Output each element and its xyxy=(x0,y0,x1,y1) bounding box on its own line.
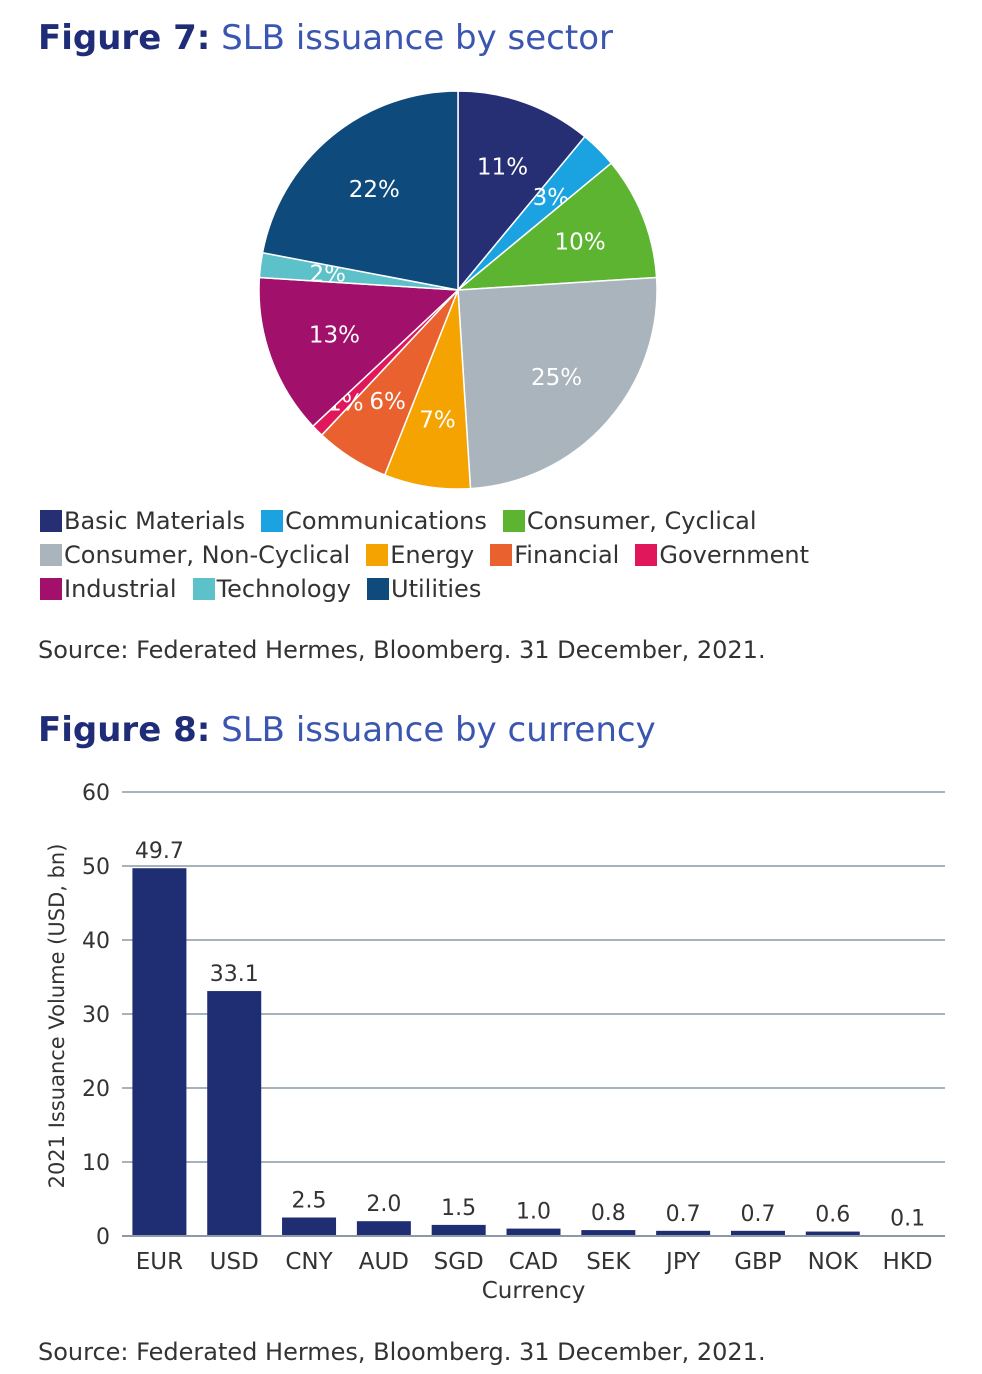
legend-swatch xyxy=(367,578,389,600)
legend-label: Industrial xyxy=(64,575,177,603)
y-tick-label: 30 xyxy=(82,1003,110,1028)
bar-value-label: 0.8 xyxy=(591,1201,626,1226)
legend-swatch xyxy=(192,578,215,600)
x-tick-label: JPY xyxy=(664,1249,701,1275)
legend-item-utilities: Utilities xyxy=(367,575,481,603)
legend-label: Basic Materials xyxy=(64,507,246,535)
bar-value-label: 0.1 xyxy=(890,1206,925,1231)
bar-value-label: 1.5 xyxy=(441,1196,476,1221)
pie-slice-industrial xyxy=(258,276,460,428)
legend-item-financial: Financial xyxy=(490,541,619,569)
legend-label: Communications xyxy=(285,507,487,535)
pie-legend: Basic Materials Communications Consumer, C… xyxy=(40,504,960,606)
legend-swatch xyxy=(502,510,525,532)
legend-item-communications: Communications xyxy=(261,507,487,535)
x-axis-title: Currency xyxy=(482,1278,586,1304)
legend-item-energy: Energy xyxy=(366,541,474,569)
legend-label: Energy xyxy=(390,541,475,569)
pie-chart: 11%3%10%25%7%6%1%13%2%22% xyxy=(258,90,658,490)
bar-sgd xyxy=(431,1224,486,1236)
legend-label: Utilities xyxy=(391,575,482,603)
legend-label: Consumer, Non-Cyclical xyxy=(64,541,351,569)
bar-value-label: 49.7 xyxy=(135,839,184,864)
bar-value-label: 2.5 xyxy=(292,1189,327,1214)
pie-label-industrial: 13% xyxy=(309,322,360,348)
bar-cad xyxy=(506,1228,561,1236)
bar-value-label: 0.6 xyxy=(815,1203,850,1228)
legend-swatch xyxy=(366,544,389,566)
bar-value-label: 0.7 xyxy=(666,1202,701,1227)
pie-slice-utilities xyxy=(261,90,459,291)
x-tick-label: HKD xyxy=(883,1249,933,1275)
legend-label: Financial xyxy=(514,541,620,569)
figure8-title: Figure 8: SLB issuance by currency xyxy=(38,710,656,750)
bar-aud xyxy=(356,1221,411,1236)
y-tick-label: 40 xyxy=(82,929,110,954)
x-tick-label: CAD xyxy=(509,1249,559,1275)
x-tick-label: SEK xyxy=(586,1249,631,1275)
pie-slice-consumer-non-cyclical xyxy=(457,276,658,490)
legend-row: Consumer, Non-Cyclical Energy Financial Gov… xyxy=(40,538,960,572)
legend-swatch xyxy=(40,510,62,532)
legend-item-consumer-non-cyclical: Consumer, Non-Cyclical xyxy=(40,541,350,569)
y-tick-label: 20 xyxy=(82,1077,110,1102)
legend-swatch xyxy=(40,578,62,600)
bar-value-label: 0.7 xyxy=(740,1202,775,1227)
x-tick-label: NOK xyxy=(808,1249,859,1275)
bar-cny xyxy=(282,1217,337,1236)
x-tick-label: EUR xyxy=(136,1249,183,1275)
figure8-label: Figure 8: xyxy=(38,710,211,750)
y-tick-label: 0 xyxy=(96,1225,110,1250)
figure7-source: Source: Federated Hermes, Bloomberg. 31 … xyxy=(38,636,766,664)
legend-item-consumer-cyclical: Consumer, Cyclical xyxy=(502,507,757,535)
y-axis-title: 2021 Issuance Volume (USD, bn) xyxy=(45,844,69,1189)
figure8-title-text: SLB issuance by currency xyxy=(221,710,656,750)
y-tick-label: 50 xyxy=(82,855,110,880)
legend-swatch xyxy=(261,510,284,532)
legend-label: Government xyxy=(659,541,810,569)
pie-label-energy: 7% xyxy=(419,408,456,434)
bar-value-label: 33.1 xyxy=(210,962,259,987)
bar-sek xyxy=(581,1230,636,1236)
y-tick-label: 60 xyxy=(82,781,110,806)
x-tick-label: USD xyxy=(210,1249,259,1275)
legend-label: Technology xyxy=(216,575,351,603)
legend-item-industrial: Industrial xyxy=(40,575,177,603)
x-tick-label: CNY xyxy=(285,1249,333,1275)
figure7-title-text: SLB issuance by sector xyxy=(221,18,613,58)
legend-swatch xyxy=(40,544,62,566)
legend-row: Industrial Technology Utilities xyxy=(40,572,960,606)
pie-label-consumer-cyclical: 10% xyxy=(555,230,606,256)
bar-value-label: 1.0 xyxy=(516,1200,551,1225)
pie-label-utilities: 22% xyxy=(349,177,400,203)
legend-item-basic-materials: Basic Materials xyxy=(40,507,245,535)
y-tick-label: 10 xyxy=(82,1151,110,1176)
bar-value-label: 2.0 xyxy=(366,1192,401,1217)
bar-usd xyxy=(207,991,262,1236)
bar-nok xyxy=(805,1231,860,1236)
x-tick-label: SGD xyxy=(434,1249,484,1275)
bar-gbp xyxy=(730,1230,785,1236)
x-tick-label: GBP xyxy=(734,1249,782,1275)
legend-label: Consumer, Cyclical xyxy=(526,507,757,535)
figure7-label: Figure 7: xyxy=(38,18,211,58)
legend-item-government: Government xyxy=(635,541,809,569)
figure8-source: Source: Federated Hermes, Bloomberg. 31 … xyxy=(38,1338,766,1366)
pie-label-consumer-non-cyclical: 25% xyxy=(531,365,582,391)
bar-jpy xyxy=(656,1230,711,1236)
pie-label-financial: 6% xyxy=(369,389,406,415)
pie-label-basic-materials: 11% xyxy=(477,154,528,180)
figure7-title: Figure 7: SLB issuance by sector xyxy=(38,18,613,58)
bar-eur xyxy=(132,868,187,1236)
pie-slice-basic-materials xyxy=(457,90,586,293)
legend-swatch xyxy=(490,544,513,566)
pie-slice-consumer-cyclical xyxy=(455,162,658,291)
legend-swatch xyxy=(635,544,658,566)
legend-row: Basic Materials Communications Consumer, C… xyxy=(40,504,960,538)
legend-item-technology: Technology xyxy=(192,575,351,603)
x-tick-label: AUD xyxy=(359,1249,409,1275)
